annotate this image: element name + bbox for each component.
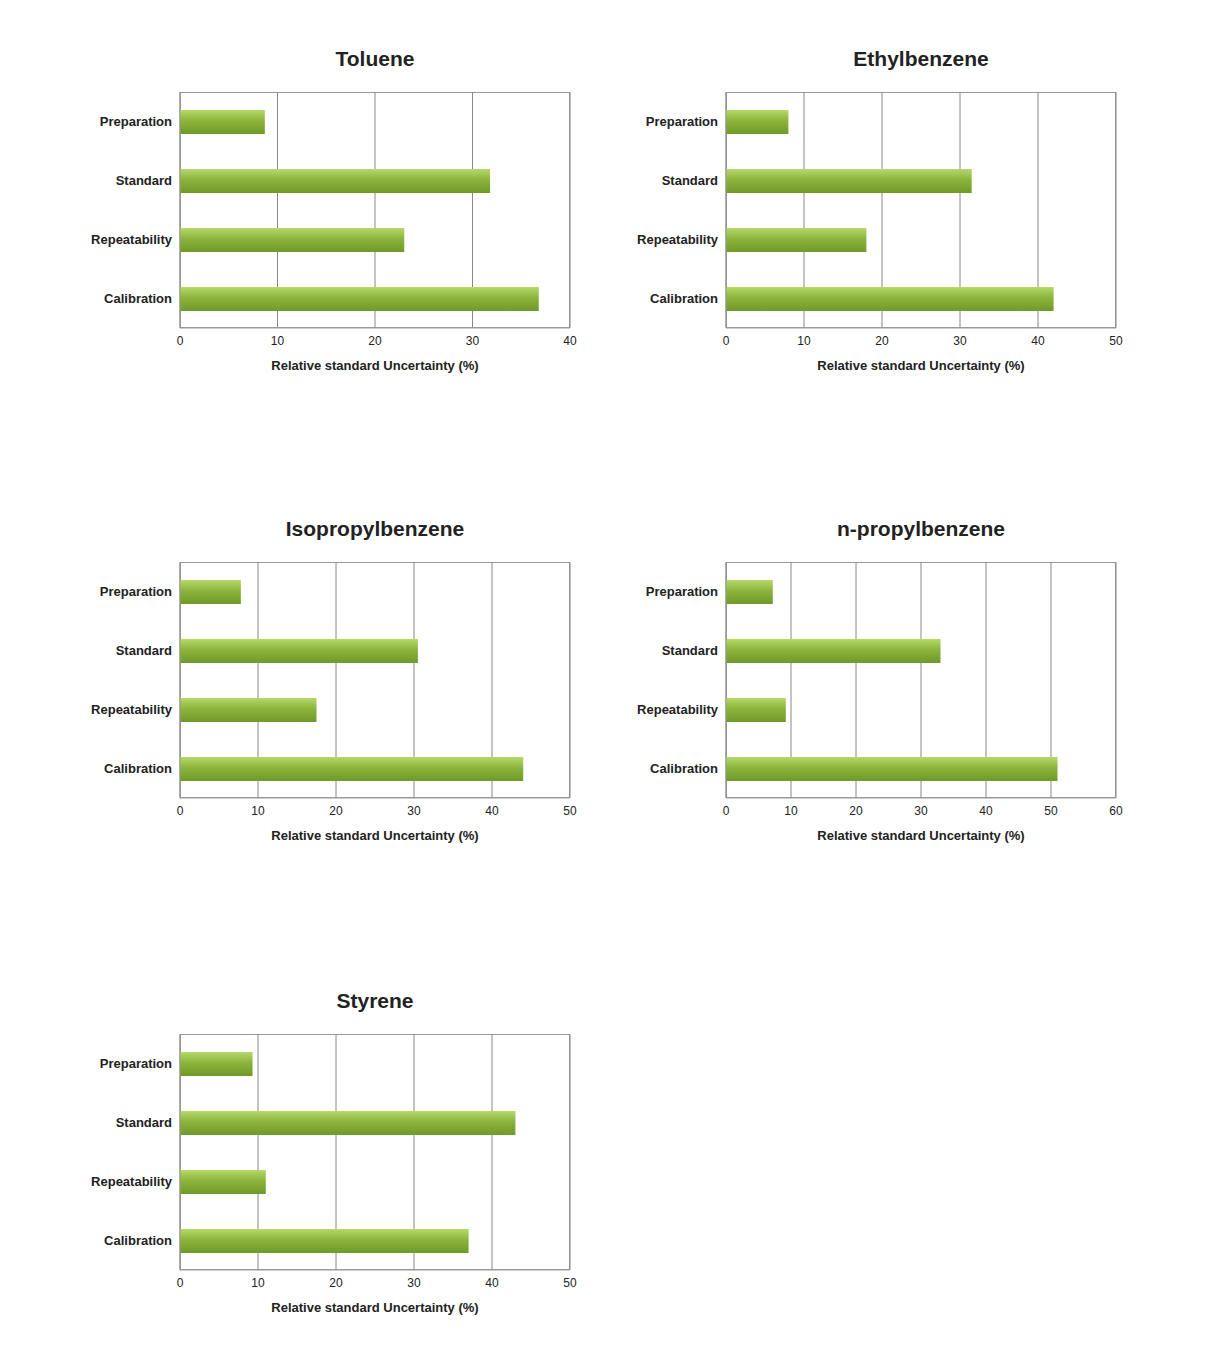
- svg-text:10: 10: [251, 804, 265, 818]
- svg-text:0: 0: [723, 334, 730, 348]
- svg-text:Preparation: Preparation: [100, 584, 172, 599]
- svg-text:Repeatability: Repeatability: [637, 702, 719, 717]
- svg-text:Repeatability: Repeatability: [91, 1174, 173, 1189]
- svg-text:Repeatability: Repeatability: [91, 232, 173, 247]
- svg-text:Calibration: Calibration: [104, 1233, 172, 1248]
- svg-text:10: 10: [784, 804, 798, 818]
- svg-text:Repeatability: Repeatability: [91, 702, 173, 717]
- svg-text:50: 50: [1044, 804, 1058, 818]
- svg-text:0: 0: [723, 804, 730, 818]
- svg-text:Preparation: Preparation: [646, 584, 718, 599]
- svg-text:20: 20: [329, 1276, 343, 1290]
- svg-text:Calibration: Calibration: [104, 291, 172, 306]
- html-text:n-propylbenzene: n-propylbenzene: [837, 517, 1005, 540]
- svg-text:Standard: Standard: [662, 643, 718, 658]
- svg-text:0: 0: [177, 804, 184, 818]
- svg-text:30: 30: [466, 334, 480, 348]
- svg-text:Standard: Standard: [116, 643, 172, 658]
- html-text:Styrene: Styrene: [336, 989, 414, 1012]
- html-text:Ethylbenzene: Ethylbenzene: [853, 47, 989, 70]
- svg-text:Preparation: Preparation: [100, 114, 172, 129]
- svg-text:Standard: Standard: [116, 1115, 172, 1130]
- svg-text:50: 50: [563, 1276, 577, 1290]
- svg-text:0: 0: [177, 1276, 184, 1290]
- svg-text:Relative standard Uncertainty: Relative standard Uncertainty (%): [817, 358, 1024, 373]
- svg-text:50: 50: [1109, 334, 1123, 348]
- svg-text:Calibration: Calibration: [650, 291, 718, 306]
- svg-text:20: 20: [329, 804, 343, 818]
- svg-text:Calibration: Calibration: [104, 761, 172, 776]
- svg-text:20: 20: [875, 334, 889, 348]
- svg-text:0: 0: [177, 334, 184, 348]
- svg-text:60: 60: [1109, 804, 1123, 818]
- svg-text:20: 20: [368, 334, 382, 348]
- html-text:Toluene: Toluene: [335, 47, 415, 70]
- svg-text:Standard: Standard: [662, 173, 718, 188]
- svg-text:50: 50: [563, 804, 577, 818]
- svg-text:Relative standard Uncertainty: Relative standard Uncertainty (%): [271, 1300, 478, 1315]
- svg-text:30: 30: [407, 1276, 421, 1290]
- svg-text:Repeatability: Repeatability: [637, 232, 719, 247]
- svg-text:30: 30: [407, 804, 421, 818]
- svg-text:30: 30: [953, 334, 967, 348]
- svg-text:Preparation: Preparation: [646, 114, 718, 129]
- svg-text:40: 40: [979, 804, 993, 818]
- svg-text:40: 40: [563, 334, 577, 348]
- svg-text:Preparation: Preparation: [100, 1056, 172, 1071]
- svg-text:40: 40: [485, 804, 499, 818]
- svg-text:Relative standard Uncertainty: Relative standard Uncertainty (%): [271, 828, 478, 843]
- svg-text:Relative standard Uncertainty: Relative standard Uncertainty (%): [817, 828, 1024, 843]
- svg-text:Calibration: Calibration: [650, 761, 718, 776]
- svg-text:20: 20: [849, 804, 863, 818]
- svg-text:40: 40: [485, 1276, 499, 1290]
- svg-text:10: 10: [271, 334, 285, 348]
- svg-text:10: 10: [797, 334, 811, 348]
- html-text:Isopropylbenzene: Isopropylbenzene: [285, 517, 465, 540]
- svg-text:30: 30: [914, 804, 928, 818]
- svg-text:40: 40: [1031, 334, 1045, 348]
- svg-text:10: 10: [251, 1276, 265, 1290]
- svg-text:Relative standard Uncertainty: Relative standard Uncertainty (%): [271, 358, 478, 373]
- svg-text:Standard: Standard: [116, 173, 172, 188]
